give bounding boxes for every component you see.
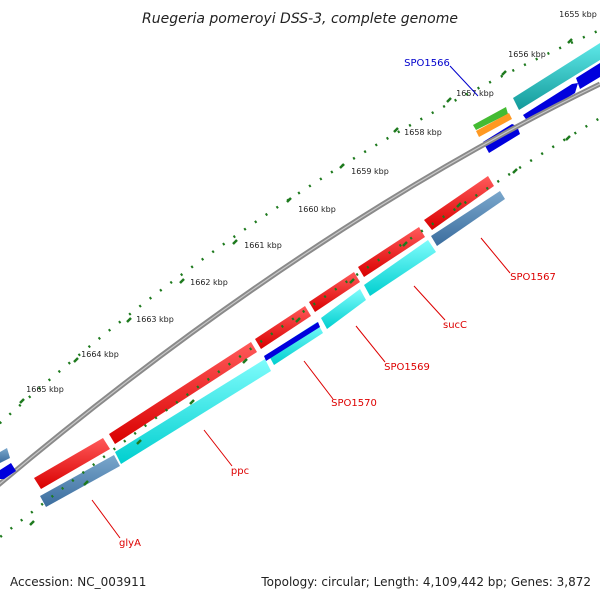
cds-ppc-forward[interactable] [109, 342, 257, 444]
gene-label-spo1567[interactable]: SPO1567 [510, 272, 556, 283]
feature-spo1566-group [473, 43, 600, 153]
cds-glya-reverse[interactable] [40, 455, 120, 507]
outer-major-ticks [19, 38, 573, 404]
gene-label-spo1566[interactable]: SPO1566 [404, 58, 450, 69]
cds-spo1567-forward[interactable] [424, 176, 494, 230]
gene-label-glya[interactable]: glyA [119, 538, 141, 549]
inner-major-ticks [29, 135, 571, 526]
gene-label-ppc[interactable]: ppc [231, 466, 249, 477]
gene-label-succ[interactable]: sucC [443, 320, 467, 331]
tick-label-1665: 1665 kbp [26, 385, 64, 394]
cds-spo1570-forward[interactable] [255, 306, 311, 349]
topology-text: Topology: circular; Length: 4,109,442 bp… [260, 575, 591, 589]
tick-label-1660: 1660 kbp [298, 205, 336, 214]
tick-label-1664: 1664 kbp [81, 350, 119, 359]
tick-label-1663: 1663 kbp [136, 315, 174, 324]
cds-glya-forward[interactable] [34, 438, 110, 489]
outer-tick-arc [0, 28, 600, 425]
tick-label-1655: 1655 kbp [559, 10, 597, 19]
tick-label-1656: 1656 kbp [508, 50, 546, 59]
cds-ppc-reverse[interactable] [115, 359, 271, 464]
gene-label-spo1569[interactable]: SPO1569 [384, 362, 430, 373]
partial-cds-left-blue[interactable] [0, 463, 16, 479]
map-title: Ruegeria pomeroyi DSS-3, complete genome [142, 11, 458, 27]
accession-text: Accession: NC_003911 [10, 575, 146, 589]
cds-succ-reverse[interactable] [364, 240, 436, 296]
tick-label-1662: 1662 kbp [190, 278, 228, 287]
cds-succ-forward[interactable] [358, 227, 425, 277]
misc-feature-orange[interactable] [476, 113, 512, 137]
cds-forward-teal[interactable] [513, 43, 600, 110]
cds-spo1567-reverse[interactable] [431, 191, 505, 246]
forward-cds-track [34, 176, 494, 489]
genome-backbone [0, 81, 600, 487]
cds-spo1569-reverse[interactable] [321, 289, 366, 329]
tick-label-1661: 1661 kbp [244, 241, 282, 250]
tick-label-1658: 1658 kbp [404, 128, 442, 137]
misc-feature-green[interactable] [473, 107, 508, 130]
label-leaders [91, 65, 511, 539]
cds-reverse-blue-2[interactable] [576, 63, 600, 89]
tick-label-1659: 1659 kbp [351, 167, 389, 176]
reverse-cds-track [40, 191, 505, 507]
gene-label-spo1570[interactable]: SPO1570 [331, 398, 377, 409]
blast-hit-spo1570[interactable] [264, 322, 320, 361]
cds-reverse-blue-1[interactable] [523, 83, 578, 122]
partial-cds-left-steel[interactable] [0, 448, 10, 463]
